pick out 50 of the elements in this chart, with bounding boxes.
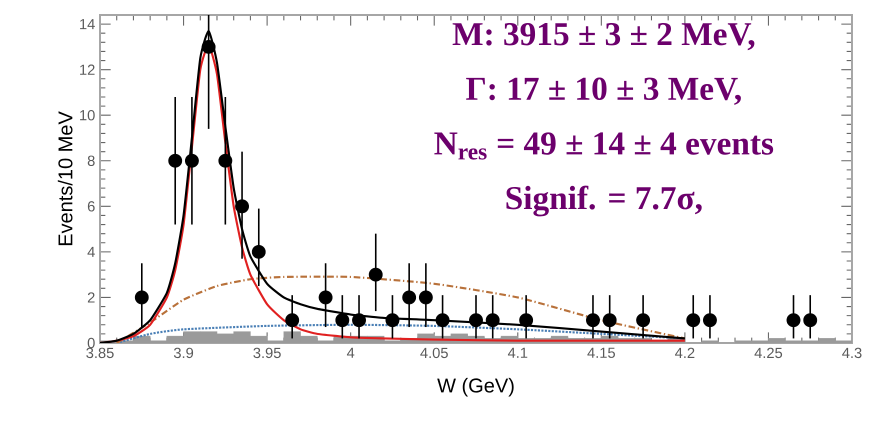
y-axis-title: Events/10 MeV bbox=[58, 111, 72, 246]
x-tick-label: 4.15 bbox=[587, 348, 615, 358]
y-tick-label: 8 bbox=[88, 156, 95, 166]
x-tick-label: 4.1 bbox=[508, 348, 528, 358]
point bbox=[402, 290, 416, 304]
point bbox=[418, 290, 433, 304]
y-tick-label: 6 bbox=[88, 201, 95, 212]
x-tick-label: 3.95 bbox=[253, 348, 281, 358]
y-tick-label: 14 bbox=[80, 19, 95, 30]
annotation: M: 3915 ± 3 ± 2 MeV, bbox=[452, 22, 754, 50]
y-tick-label: 2 bbox=[88, 292, 95, 303]
x-tick-label: 4 bbox=[346, 348, 354, 358]
x-tick-label: 3.9 bbox=[174, 348, 194, 358]
point bbox=[636, 313, 650, 328]
point bbox=[218, 154, 232, 168]
point bbox=[586, 313, 600, 328]
annotation: Signif. = 7.7σ, bbox=[506, 186, 702, 216]
point bbox=[335, 313, 350, 328]
point bbox=[436, 313, 450, 328]
y-tick-label: 4 bbox=[87, 246, 95, 257]
x-tick-label: 3.85 bbox=[86, 348, 114, 358]
point bbox=[168, 154, 182, 168]
annotation: N$_{res}$ = 49 ± 14 ± 4 events bbox=[434, 132, 774, 160]
point bbox=[285, 313, 300, 328]
point bbox=[386, 313, 400, 328]
point bbox=[235, 199, 249, 214]
point bbox=[786, 313, 800, 328]
x-tick-label: 4.25 bbox=[754, 348, 782, 358]
point bbox=[202, 40, 216, 54]
point bbox=[703, 313, 717, 328]
x-tick-label: 4.05 bbox=[420, 348, 448, 358]
annotation: Γ: 17 ± 10 ± 3 MeV, bbox=[466, 78, 741, 105]
y-tick-label: 12 bbox=[80, 64, 95, 75]
point bbox=[803, 313, 818, 328]
point bbox=[252, 244, 266, 259]
point bbox=[519, 313, 534, 328]
x-tick-label: 4.2 bbox=[675, 348, 694, 358]
y-tick-label: 10 bbox=[80, 110, 95, 120]
point bbox=[469, 313, 483, 328]
point bbox=[352, 313, 366, 328]
point bbox=[184, 154, 199, 168]
point bbox=[602, 313, 617, 328]
x-tick-label: 4.3 bbox=[842, 348, 862, 358]
point bbox=[134, 290, 149, 304]
x-axis-title: W (GeV) bbox=[437, 378, 514, 397]
point bbox=[368, 268, 383, 282]
point bbox=[486, 313, 500, 328]
point bbox=[318, 290, 333, 304]
y-tick-label: 0 bbox=[88, 338, 95, 348]
point bbox=[686, 313, 700, 328]
